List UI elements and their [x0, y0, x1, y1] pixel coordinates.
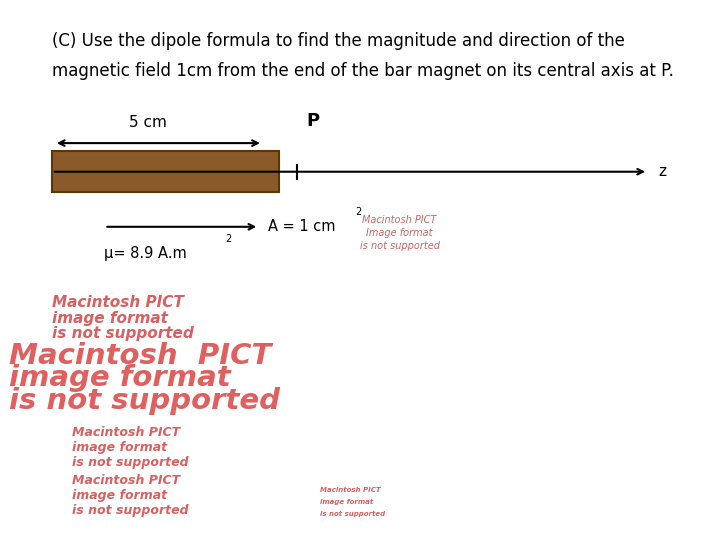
Text: Macintosh PICT: Macintosh PICT — [362, 215, 437, 225]
Text: Macintosh  PICT: Macintosh PICT — [9, 342, 271, 370]
Text: is not supported: is not supported — [9, 387, 279, 415]
Text: magnetic field 1cm from the end of the bar magnet on its central axis at P.: magnetic field 1cm from the end of the b… — [52, 62, 674, 80]
Text: is not supported: is not supported — [359, 241, 440, 251]
Text: (C) Use the dipole formula to find the magnitude and direction of the: (C) Use the dipole formula to find the m… — [52, 32, 625, 50]
Text: is not supported: is not supported — [72, 504, 189, 517]
Text: Macintosh PICT: Macintosh PICT — [52, 295, 184, 310]
Text: is not supported: is not supported — [320, 511, 385, 517]
Text: z: z — [659, 164, 667, 179]
Text: image format: image format — [52, 311, 168, 326]
Bar — [52, 151, 279, 192]
Text: is not supported: is not supported — [72, 456, 189, 469]
Text: image format: image format — [9, 364, 230, 392]
Text: Macintosh PICT: Macintosh PICT — [72, 474, 180, 487]
Text: μ= 8.9 A.m: μ= 8.9 A.m — [104, 246, 187, 261]
Text: Macintosh PICT: Macintosh PICT — [320, 487, 381, 494]
Text: is not supported: is not supported — [52, 326, 194, 341]
Text: 2: 2 — [356, 207, 362, 217]
Text: image format: image format — [320, 499, 374, 505]
Text: image format: image format — [72, 489, 167, 502]
Text: P: P — [307, 112, 320, 130]
Text: Image format: Image format — [366, 228, 433, 238]
Text: A = 1 cm: A = 1 cm — [268, 219, 336, 234]
Text: 5 cm: 5 cm — [129, 114, 166, 130]
Text: 2: 2 — [225, 234, 232, 244]
Text: image format: image format — [72, 441, 167, 454]
Text: Macintosh PICT: Macintosh PICT — [72, 426, 180, 438]
